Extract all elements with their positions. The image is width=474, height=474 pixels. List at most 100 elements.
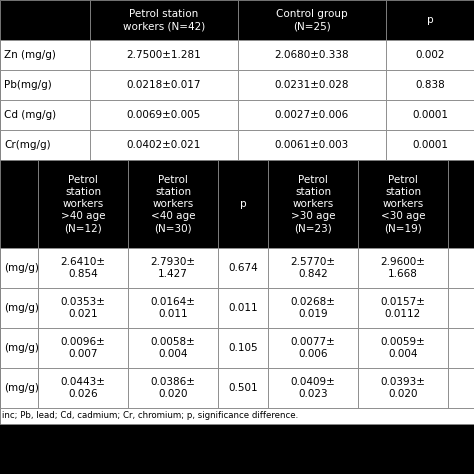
Bar: [448, 288, 474, 328]
Text: 2.6410±
0.854: 2.6410± 0.854: [61, 257, 106, 279]
Bar: [268, 248, 358, 288]
Text: 0.0164±
0.011: 0.0164± 0.011: [151, 297, 195, 319]
Bar: [38, 160, 128, 248]
Bar: [128, 368, 218, 408]
Bar: [238, 70, 386, 100]
Bar: [268, 288, 358, 328]
Text: (mg/g): (mg/g): [4, 383, 39, 393]
Bar: [386, 70, 474, 100]
Bar: [448, 248, 474, 288]
Text: 2.9600±
1.668: 2.9600± 1.668: [381, 257, 426, 279]
Bar: [38, 288, 128, 328]
Text: 0.0061±0.003: 0.0061±0.003: [275, 140, 349, 150]
Bar: [358, 288, 448, 328]
Bar: [90, 130, 238, 160]
Bar: [238, 0, 386, 40]
Bar: [358, 248, 448, 288]
Bar: [218, 160, 268, 248]
Bar: [38, 248, 128, 288]
Text: Pb(mg/g): Pb(mg/g): [4, 80, 52, 90]
Bar: [128, 248, 218, 288]
Bar: [0, 368, 38, 408]
Bar: [218, 288, 268, 328]
Bar: [90, 40, 238, 70]
Text: (mg/g): (mg/g): [4, 303, 39, 313]
Text: Cd (mg/g): Cd (mg/g): [4, 110, 56, 120]
Text: 2.7930±
1.427: 2.7930± 1.427: [151, 257, 195, 279]
Text: 0.0353±
0.021: 0.0353± 0.021: [61, 297, 105, 319]
Bar: [128, 160, 218, 248]
Bar: [0, 160, 38, 248]
Bar: [38, 328, 128, 368]
Bar: [90, 100, 238, 130]
Bar: [128, 288, 218, 328]
Text: 0.0027±0.006: 0.0027±0.006: [275, 110, 349, 120]
Text: 0.0058±
0.004: 0.0058± 0.004: [151, 337, 195, 359]
Bar: [0, 328, 38, 368]
Text: 0.011: 0.011: [228, 303, 258, 313]
Bar: [386, 130, 474, 160]
Text: 2.7500±1.281: 2.7500±1.281: [127, 50, 201, 60]
Text: Petrol station
workers (N=42): Petrol station workers (N=42): [123, 9, 205, 31]
Text: 0.838: 0.838: [415, 80, 445, 90]
Bar: [0, 288, 38, 328]
Text: Zn (mg/g): Zn (mg/g): [4, 50, 56, 60]
Bar: [0, 130, 90, 160]
Text: 2.5770±
0.842: 2.5770± 0.842: [291, 257, 336, 279]
Text: 0.002: 0.002: [415, 50, 445, 60]
Bar: [386, 100, 474, 130]
Text: 2.0680±0.338: 2.0680±0.338: [275, 50, 349, 60]
Bar: [0, 408, 474, 424]
Text: Petrol
station
workers
<40 age
(N=30): Petrol station workers <40 age (N=30): [151, 175, 195, 233]
Text: 0.0386±
0.020: 0.0386± 0.020: [151, 377, 195, 399]
Text: 0.674: 0.674: [228, 263, 258, 273]
Bar: [38, 368, 128, 408]
Bar: [90, 70, 238, 100]
Text: 0.0077±
0.006: 0.0077± 0.006: [291, 337, 336, 359]
Bar: [358, 160, 448, 248]
Text: 0.0157±
0.0112: 0.0157± 0.0112: [381, 297, 426, 319]
Bar: [128, 328, 218, 368]
Bar: [0, 248, 38, 288]
Bar: [218, 248, 268, 288]
Text: 0.0059±
0.004: 0.0059± 0.004: [381, 337, 425, 359]
Bar: [268, 328, 358, 368]
Bar: [358, 368, 448, 408]
Bar: [0, 0, 90, 40]
Text: 0.0231±0.028: 0.0231±0.028: [275, 80, 349, 90]
Text: Control group
(N=25): Control group (N=25): [276, 9, 348, 31]
Text: 0.0409±
0.023: 0.0409± 0.023: [291, 377, 336, 399]
Text: 0.0096±
0.007: 0.0096± 0.007: [61, 337, 105, 359]
Bar: [238, 130, 386, 160]
Text: 0.501: 0.501: [228, 383, 258, 393]
Bar: [238, 100, 386, 130]
Bar: [218, 368, 268, 408]
Text: 0.0001: 0.0001: [412, 110, 448, 120]
Bar: [0, 40, 90, 70]
Text: Cr(mg/g): Cr(mg/g): [4, 140, 51, 150]
Bar: [358, 328, 448, 368]
Bar: [448, 368, 474, 408]
Bar: [448, 160, 474, 248]
Bar: [90, 0, 238, 40]
Text: Petrol
station
workers
<30 age
(N=19): Petrol station workers <30 age (N=19): [381, 175, 425, 233]
Text: (mg/g): (mg/g): [4, 263, 39, 273]
Text: 0.0402±0.021: 0.0402±0.021: [127, 140, 201, 150]
Text: 0.0001: 0.0001: [412, 140, 448, 150]
Text: 0.0393±
0.020: 0.0393± 0.020: [381, 377, 426, 399]
Text: inc; Pb, lead; Cd, cadmium; Cr, chromium; p, significance difference.: inc; Pb, lead; Cd, cadmium; Cr, chromium…: [2, 411, 298, 420]
Bar: [238, 40, 386, 70]
Bar: [0, 100, 90, 130]
Text: (mg/g): (mg/g): [4, 343, 39, 353]
Bar: [218, 328, 268, 368]
Bar: [268, 160, 358, 248]
Text: 0.0443±
0.026: 0.0443± 0.026: [61, 377, 105, 399]
Text: 0.0268±
0.019: 0.0268± 0.019: [291, 297, 336, 319]
Bar: [268, 368, 358, 408]
Text: 0.0069±0.005: 0.0069±0.005: [127, 110, 201, 120]
Text: Petrol
station
workers
>40 age
(N=12): Petrol station workers >40 age (N=12): [61, 175, 105, 233]
Bar: [0, 70, 90, 100]
Text: 0.105: 0.105: [228, 343, 258, 353]
Text: p: p: [240, 199, 246, 209]
Bar: [386, 0, 474, 40]
